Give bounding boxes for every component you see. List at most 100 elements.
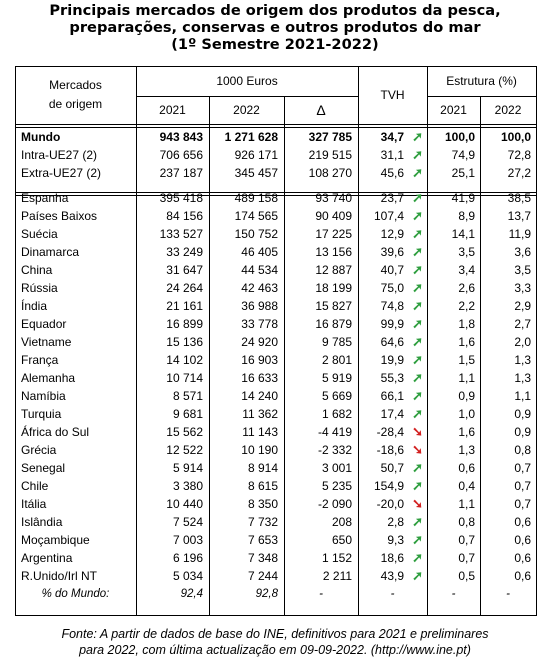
summary-row: Mundo 943 843 1 271 628 327 785 34,7 ➚ 100,0 10… [15, 128, 536, 146]
value-delta: 1 682 [322, 407, 353, 421]
pct-2022: 92,8 [255, 588, 278, 600]
tvh-value: 40,7 [380, 263, 405, 277]
value-2022: 33 778 [241, 317, 278, 331]
market-name: Mundo [21, 130, 61, 144]
value-2022: 16 633 [241, 371, 278, 385]
arrow-up-right-icon: ➚ [412, 280, 423, 295]
market-name: Países Baixos [21, 209, 98, 223]
market-name: Namíbia [21, 389, 66, 403]
value-2021: 15 562 [166, 425, 203, 439]
structure-2021: 0,6 [458, 461, 476, 475]
structure-2022: 0,8 [514, 443, 532, 457]
arrow-up-right-icon: ➚ [412, 388, 423, 403]
arrow-up-right-icon: ➚ [412, 460, 423, 475]
value-delta: 15 827 [315, 299, 353, 313]
tvh-value: 23,7 [380, 191, 405, 205]
value-2022: 7 653 [247, 533, 278, 547]
value-2021: 24 264 [166, 281, 203, 295]
markets-header: Mercados de origem [15, 66, 136, 124]
value-delta: 17 225 [315, 227, 353, 241]
spacer-row-2 [15, 182, 536, 189]
value-2021: 16 899 [166, 317, 203, 331]
table-row: Chile 3 380 8 615 5 235 154,9 ➚ 0,4 0,7 [15, 477, 536, 495]
title-line-3: (1º Semestre 2021-2022) [171, 36, 379, 53]
value-2021: 133 527 [159, 227, 203, 241]
structure-2022: 1,1 [514, 389, 532, 403]
value-2021: 14 102 [166, 353, 203, 367]
structure-2021: 14,1 [451, 227, 476, 241]
arrow-up-right-icon: ➚ [412, 226, 423, 241]
market-name: Dinamarca [21, 245, 80, 259]
markets-header-line2: de origem [48, 97, 103, 111]
market-name: Argentina [21, 551, 73, 565]
value-2022: 42 463 [241, 281, 278, 295]
structure-2022: 13,7 [507, 209, 532, 223]
table-row: Índia 21 161 36 988 15 827 74,8 ➚ 2,2 2,9 [15, 297, 536, 315]
market-name: Grécia [21, 443, 57, 457]
value-2022: 11 143 [242, 425, 278, 439]
structure-2021: 1,3 [458, 443, 476, 457]
market-name: Extra-UE27 (2) [21, 166, 102, 180]
table-row: China 31 647 44 534 12 887 40,7 ➚ 3,4 3,5 [15, 261, 536, 279]
country-rows: Espanha 395 418 489 158 93 740 23,7 ➚ 41,9 38,5… [15, 189, 536, 585]
table-row: Islândia 7 524 7 732 208 2,8 ➚ 0,8 0,6 [15, 513, 536, 531]
value-2021: 943 843 [159, 130, 203, 144]
arrow-up-right-icon: ➚ [412, 406, 423, 421]
table-row: Grécia 12 522 10 190 -2 332 -18,6 ➘ 1,3 0,8 [15, 441, 536, 459]
structure-2022: 0,9 [514, 425, 532, 439]
year-2022-header: 2022 [233, 103, 260, 117]
structure-2021: 1,0 [458, 407, 476, 421]
structure-2022: 0,6 [514, 515, 532, 529]
structure-2021: 1,6 [458, 425, 476, 439]
structure-2022: 3,6 [514, 245, 532, 259]
structure-2022-header: 2022 [494, 103, 522, 117]
value-2021: 10 440 [166, 497, 203, 511]
table-row: França 14 102 16 903 2 801 19,9 ➚ 1,5 1,3 [15, 351, 536, 369]
market-name: Equador [21, 317, 67, 331]
spacer-body [15, 182, 536, 189]
value-delta: 5 669 [322, 389, 353, 403]
value-delta: 5 919 [322, 371, 353, 385]
structure-2021: 1,1 [458, 371, 476, 385]
structure-2022: 38,5 [507, 191, 532, 205]
spacer-cell-2 [15, 182, 536, 189]
structure-header: Estrutura (%) [446, 74, 517, 88]
tvh-value: 39,6 [380, 245, 405, 259]
footnote-line-1: Fonte: A partir de dados de base do INE,… [61, 627, 489, 641]
header-row-2: 2021 2022 Δ 2021 2022 [15, 96, 536, 124]
arrow-down-right-icon: ➘ [412, 496, 423, 511]
structure-2022: 0,6 [514, 569, 532, 583]
structure-2022: 2,0 [514, 335, 532, 349]
delta-header: Δ [316, 102, 326, 118]
arrow-up-right-icon: ➚ [412, 262, 423, 277]
arrow-up-right-icon: ➚ [412, 147, 423, 162]
footnote-line-2: para 2022, com última actualização em 09… [79, 643, 471, 657]
markets-header-line1: Mercados [49, 78, 102, 92]
structure-2021: 25,1 [451, 166, 476, 180]
structure-2021: 41,9 [451, 191, 476, 205]
value-2022: 926 171 [234, 148, 278, 162]
table-row: Itália 10 440 8 350 -2 090 -20,0 ➘ 1,1 0,7 [15, 495, 536, 513]
value-2022: 7 348 [247, 551, 278, 565]
market-name: Rússia [21, 281, 58, 295]
value-delta: 16 879 [315, 317, 353, 331]
table-row: Senegal 5 914 8 914 3 001 50,7 ➚ 0,6 0,7 [15, 459, 536, 477]
arrow-down-right-icon: ➘ [412, 442, 423, 457]
market-name: Chile [21, 479, 49, 493]
market-name: China [21, 263, 53, 277]
year-2021-header: 2021 [159, 103, 186, 117]
table-row: África do Sul 15 562 11 143 -4 419 -28,4 ➘ 1,6… [15, 423, 536, 441]
arrow-up-right-icon: ➚ [412, 568, 423, 583]
pct-2021: 92,4 [180, 588, 203, 600]
value-delta: 90 409 [315, 209, 353, 223]
value-delta: 93 740 [315, 191, 353, 205]
structure-2021: 100,0 [445, 130, 476, 144]
tvh-value: 75,0 [380, 281, 405, 295]
value-2021: 9 681 [172, 407, 203, 421]
tvh-value: 55,3 [380, 371, 405, 385]
value-2022: 16 903 [241, 353, 278, 367]
value-2021: 33 249 [166, 245, 203, 259]
structure-2021: 8,9 [458, 209, 476, 223]
tvh-value: 9,3 [387, 533, 405, 547]
pct-body: % do Mundo: 92,4 92,8 - - - - [15, 585, 536, 603]
